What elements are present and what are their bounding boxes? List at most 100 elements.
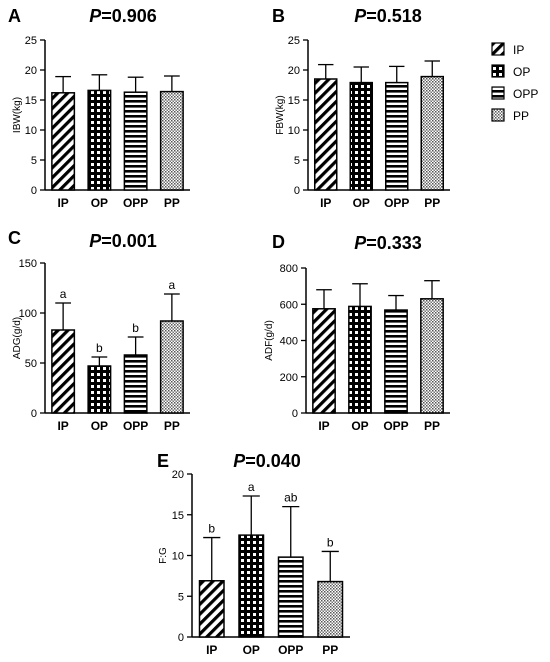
panel-letter: A bbox=[8, 6, 21, 26]
significance-letter: ab bbox=[284, 491, 298, 505]
bar-opp bbox=[123, 354, 148, 414]
y-tick-label: 50 bbox=[25, 358, 37, 370]
x-tick-label: OPP bbox=[123, 419, 148, 433]
p-value: =0.040 bbox=[245, 451, 301, 471]
legend-swatch bbox=[491, 42, 505, 56]
x-tick-label: OP bbox=[243, 643, 260, 657]
significance-letter: b bbox=[208, 522, 215, 536]
y-axis-label: ADG(g/d) bbox=[12, 317, 23, 359]
x-tick-label: IP bbox=[320, 196, 331, 210]
p-value-title: P=0.040 bbox=[233, 451, 301, 471]
bar-opp bbox=[277, 556, 304, 638]
legend-label: OPP bbox=[513, 87, 538, 101]
y-axis-label: IBW(kg) bbox=[12, 97, 23, 133]
x-tick-label: IP bbox=[57, 419, 68, 433]
p-symbol: P bbox=[89, 231, 102, 251]
x-tick-label: PP bbox=[164, 419, 180, 433]
y-tick-label: 20 bbox=[172, 469, 184, 481]
p-value: =0.518 bbox=[366, 6, 422, 26]
bar-ip bbox=[198, 580, 225, 638]
panel-letter: E bbox=[157, 451, 169, 471]
bar-pp bbox=[159, 90, 184, 191]
y-tick-label: 5 bbox=[294, 155, 300, 167]
p-symbol: P bbox=[354, 6, 367, 26]
y-tick-label: 200 bbox=[280, 372, 298, 384]
y-tick-label: 15 bbox=[172, 510, 184, 522]
y-axis-label: FBW(kg) bbox=[275, 95, 286, 134]
y-tick-label: 20 bbox=[288, 65, 300, 77]
x-tick-label: IP bbox=[318, 419, 329, 433]
panel-a: A P=0.906 IBW(kg) 0 5 10 15 20 25 IP OP OPP PP bbox=[8, 6, 190, 210]
panel-letter: B bbox=[272, 6, 285, 26]
bar-ip bbox=[51, 92, 76, 191]
bar-opp bbox=[123, 91, 148, 191]
significance-letter: b bbox=[132, 321, 139, 335]
x-tick-label: OP bbox=[351, 419, 368, 433]
p-value-title: P=0.906 bbox=[89, 6, 157, 26]
bar-pp bbox=[420, 75, 445, 191]
y-tick-label: 150 bbox=[19, 258, 37, 270]
y-tick-label: 600 bbox=[280, 299, 298, 311]
p-value: =0.333 bbox=[366, 233, 422, 253]
y-tick-label: 15 bbox=[288, 95, 300, 107]
bar-op bbox=[349, 81, 374, 191]
p-value-title: P=0.518 bbox=[354, 6, 422, 26]
significance-letter: b bbox=[96, 341, 103, 355]
y-tick-label: 5 bbox=[31, 155, 37, 167]
legend-entry-op: OP bbox=[491, 64, 530, 79]
y-axis-label: F:G bbox=[158, 547, 169, 564]
bar-op bbox=[87, 365, 112, 414]
x-tick-label: OPP bbox=[278, 643, 303, 657]
legend-label: OP bbox=[513, 65, 530, 79]
bar-opp bbox=[384, 309, 408, 414]
x-tick-label: OP bbox=[353, 196, 370, 210]
bar-ip bbox=[51, 329, 76, 414]
legend-entry-pp: PP bbox=[491, 108, 529, 123]
significance-letter: a bbox=[60, 287, 67, 301]
y-tick-label: 0 bbox=[292, 408, 298, 420]
y-tick-label: 10 bbox=[172, 551, 184, 563]
panel-c: C P=0.001 ADG(g/d) 0 50 100 150 IP a OP b OPP b PP a bbox=[8, 228, 190, 433]
significance-letter: b bbox=[327, 535, 334, 549]
y-tick-label: 10 bbox=[25, 125, 37, 137]
legend-label: IP bbox=[513, 43, 524, 57]
panel-e: E P=0.040 F:G 0 5 10 15 20 IP b OP a OPP ab PP b bbox=[157, 451, 350, 657]
x-tick-label: PP bbox=[322, 643, 338, 657]
y-tick-label: 0 bbox=[178, 632, 184, 644]
legend: IP OP OPP PP bbox=[491, 42, 538, 123]
y-tick-label: 20 bbox=[25, 65, 37, 77]
y-tick-label: 400 bbox=[280, 336, 298, 348]
bar-op bbox=[238, 534, 265, 638]
x-tick-label: OP bbox=[91, 419, 108, 433]
y-tick-label: 800 bbox=[280, 263, 298, 275]
y-tick-label: 5 bbox=[178, 591, 184, 603]
y-tick-label: 0 bbox=[294, 185, 300, 197]
bar-pp bbox=[317, 580, 344, 638]
legend-swatch bbox=[491, 108, 505, 122]
y-tick-label: 0 bbox=[31, 185, 37, 197]
panel-letter: C bbox=[8, 228, 21, 248]
panel-b: B P=0.518 FBW(kg) 0 5 10 15 20 25 IP OP OPP PP bbox=[272, 6, 450, 210]
y-tick-label: 15 bbox=[25, 95, 37, 107]
p-symbol: P bbox=[354, 233, 367, 253]
panel-letter: D bbox=[272, 232, 285, 252]
x-tick-label: OP bbox=[91, 196, 108, 210]
x-tick-label: IP bbox=[206, 643, 217, 657]
p-symbol: P bbox=[89, 6, 102, 26]
p-value: =0.906 bbox=[101, 6, 157, 26]
p-value-title: P=0.001 bbox=[89, 231, 157, 251]
x-tick-label: PP bbox=[424, 419, 440, 433]
bar-opp bbox=[384, 81, 409, 191]
significance-letter: a bbox=[169, 278, 176, 292]
bar-op bbox=[348, 305, 372, 414]
legend-swatch bbox=[491, 64, 505, 78]
legend-swatch bbox=[491, 86, 505, 100]
bar-pp bbox=[420, 298, 444, 414]
y-axis-label: ADF(g/d) bbox=[264, 320, 275, 361]
legend-entry-opp: OPP bbox=[491, 86, 538, 101]
x-tick-label: OPP bbox=[384, 196, 409, 210]
x-tick-label: OPP bbox=[123, 196, 148, 210]
y-tick-label: 100 bbox=[19, 308, 37, 320]
